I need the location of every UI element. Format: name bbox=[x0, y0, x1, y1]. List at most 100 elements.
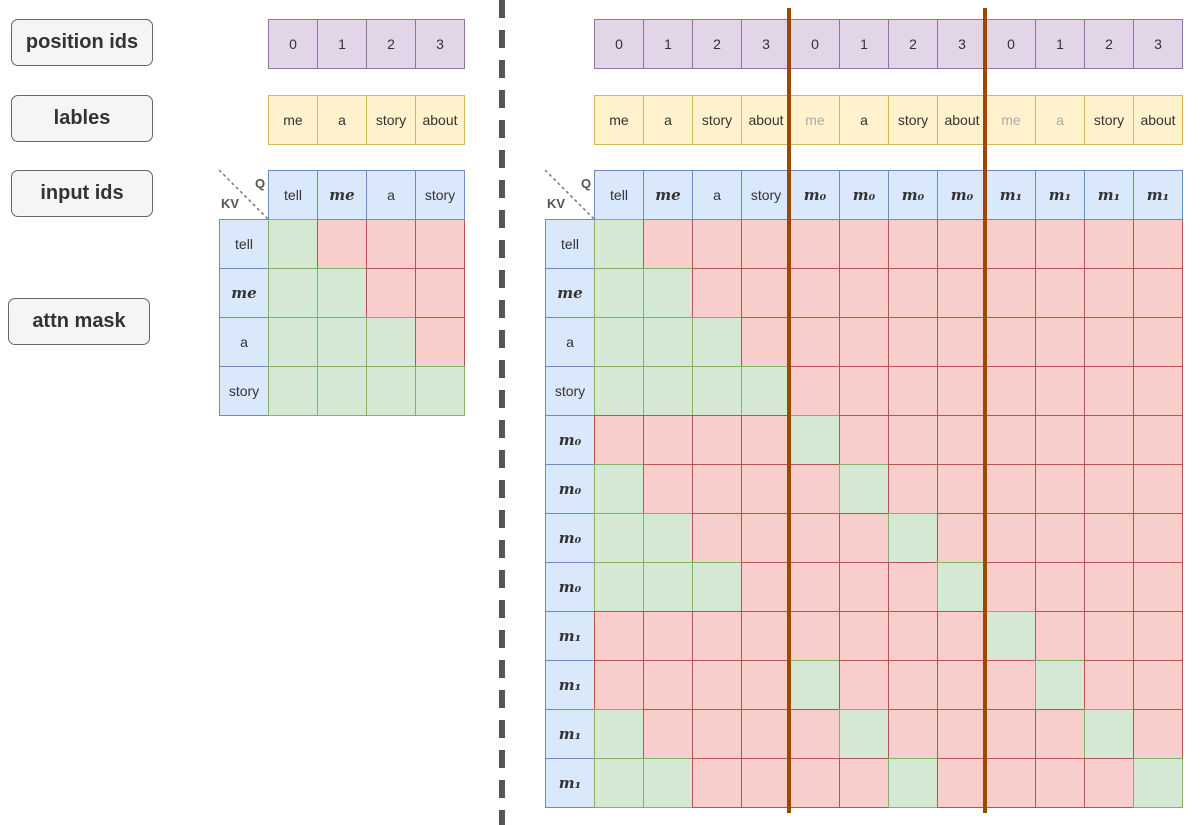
mask-cell-masked bbox=[1084, 660, 1134, 710]
position-id-cell: 1 bbox=[317, 19, 367, 69]
position-id-cell: 2 bbox=[1084, 19, 1134, 69]
mask-cell-attend bbox=[1035, 660, 1085, 710]
mask-cell-masked bbox=[839, 758, 889, 808]
mask-cell-attend bbox=[643, 513, 693, 563]
kv-token-cell: tell bbox=[545, 219, 595, 269]
mask-cell-attend bbox=[594, 366, 644, 416]
position-id-cell: 0 bbox=[790, 19, 840, 69]
mask-cell-masked bbox=[888, 464, 938, 514]
query-token-cell: m₀ bbox=[888, 170, 938, 220]
mask-cell-masked bbox=[594, 415, 644, 465]
mask-cell-attend bbox=[317, 366, 367, 416]
kv-token-cell: story bbox=[219, 366, 269, 416]
mask-cell-masked bbox=[790, 464, 840, 514]
mask-cell-attend bbox=[790, 660, 840, 710]
mask-cell-masked bbox=[888, 709, 938, 759]
label-cell: me bbox=[790, 95, 840, 145]
mask-cell-attend bbox=[643, 317, 693, 367]
q-kv-corner: Q KV bbox=[545, 170, 595, 220]
q-axis-label: Q bbox=[255, 176, 265, 191]
mask-cell-masked bbox=[839, 317, 889, 367]
mask-cell-masked bbox=[937, 415, 987, 465]
mask-cell-masked bbox=[741, 513, 791, 563]
mask-cell-masked bbox=[1133, 562, 1183, 612]
block-separator-line bbox=[787, 8, 791, 813]
kv-token-cell: m₁ bbox=[545, 660, 595, 710]
label-cell: a bbox=[1035, 95, 1085, 145]
mask-cell-masked bbox=[692, 464, 742, 514]
position-id-cell: 1 bbox=[1035, 19, 1085, 69]
label-cell: about bbox=[741, 95, 791, 145]
mask-cell-masked bbox=[986, 709, 1036, 759]
mask-cell-masked bbox=[1035, 611, 1085, 661]
mask-cell-masked bbox=[790, 758, 840, 808]
mask-cell-attend bbox=[594, 513, 644, 563]
kv-token-cell: me bbox=[219, 268, 269, 318]
mask-cell-masked bbox=[888, 415, 938, 465]
mask-cell-masked bbox=[790, 611, 840, 661]
kv-token-cell: a bbox=[545, 317, 595, 367]
mask-cell-masked bbox=[692, 611, 742, 661]
mask-cell-masked bbox=[594, 611, 644, 661]
mask-cell-masked bbox=[888, 660, 938, 710]
mask-cell-attend bbox=[888, 513, 938, 563]
mask-cell-masked bbox=[986, 660, 1036, 710]
mask-cell-masked bbox=[839, 660, 889, 710]
mask-cell-attend bbox=[643, 758, 693, 808]
mask-cell-masked bbox=[1133, 464, 1183, 514]
mask-cell-masked bbox=[888, 219, 938, 269]
position-ids-label: position ids bbox=[11, 19, 153, 66]
kv-token-cell: m₁ bbox=[545, 611, 595, 661]
mask-cell-masked bbox=[366, 268, 416, 318]
mask-cell-attend bbox=[1084, 709, 1134, 759]
mask-cell-masked bbox=[986, 317, 1036, 367]
mask-cell-masked bbox=[366, 219, 416, 269]
query-token-cell: tell bbox=[268, 170, 318, 220]
mask-cell-masked bbox=[741, 758, 791, 808]
q-kv-corner: Q KV bbox=[219, 170, 269, 220]
mask-cell-masked bbox=[937, 464, 987, 514]
mask-cell-attend bbox=[692, 317, 742, 367]
mask-cell-attend bbox=[594, 317, 644, 367]
mask-cell-masked bbox=[986, 366, 1036, 416]
mask-cell-masked bbox=[1084, 366, 1134, 416]
mask-cell-masked bbox=[986, 513, 1036, 563]
mask-cell-attend bbox=[268, 366, 318, 416]
mask-cell-masked bbox=[1084, 219, 1134, 269]
mask-cell-masked bbox=[643, 660, 693, 710]
query-token-cell: m₁ bbox=[1035, 170, 1085, 220]
mask-cell-masked bbox=[594, 660, 644, 710]
mask-cell-attend bbox=[643, 366, 693, 416]
position-id-cell: 1 bbox=[643, 19, 693, 69]
position-id-cell: 3 bbox=[937, 19, 987, 69]
mask-cell-masked bbox=[643, 219, 693, 269]
mask-cell-masked bbox=[937, 611, 987, 661]
mask-cell-attend bbox=[594, 758, 644, 808]
mask-cell-masked bbox=[839, 366, 889, 416]
mask-cell-attend bbox=[366, 317, 416, 367]
mask-cell-attend bbox=[643, 562, 693, 612]
mask-cell-masked bbox=[888, 562, 938, 612]
kv-token-cell: m₁ bbox=[545, 709, 595, 759]
mask-cell-attend bbox=[594, 268, 644, 318]
position-id-cell: 2 bbox=[692, 19, 742, 69]
query-token-cell: m₀ bbox=[839, 170, 889, 220]
mask-cell-masked bbox=[1133, 268, 1183, 318]
label-cell: story bbox=[888, 95, 938, 145]
mask-cell-masked bbox=[1133, 366, 1183, 416]
query-token-cell: a bbox=[366, 170, 416, 220]
mask-cell-masked bbox=[692, 268, 742, 318]
mask-cell-masked bbox=[1084, 758, 1134, 808]
kv-token-cell: story bbox=[545, 366, 595, 416]
mask-cell-masked bbox=[986, 268, 1036, 318]
mask-cell-masked bbox=[888, 366, 938, 416]
mask-cell-attend bbox=[594, 562, 644, 612]
mask-cell-attend bbox=[888, 758, 938, 808]
mask-cell-masked bbox=[1133, 317, 1183, 367]
mask-cell-masked bbox=[1084, 268, 1134, 318]
mask-cell-masked bbox=[986, 562, 1036, 612]
mask-cell-attend bbox=[268, 219, 318, 269]
mask-cell-masked bbox=[1133, 709, 1183, 759]
position-id-cell: 3 bbox=[1133, 19, 1183, 69]
mask-cell-masked bbox=[692, 758, 742, 808]
